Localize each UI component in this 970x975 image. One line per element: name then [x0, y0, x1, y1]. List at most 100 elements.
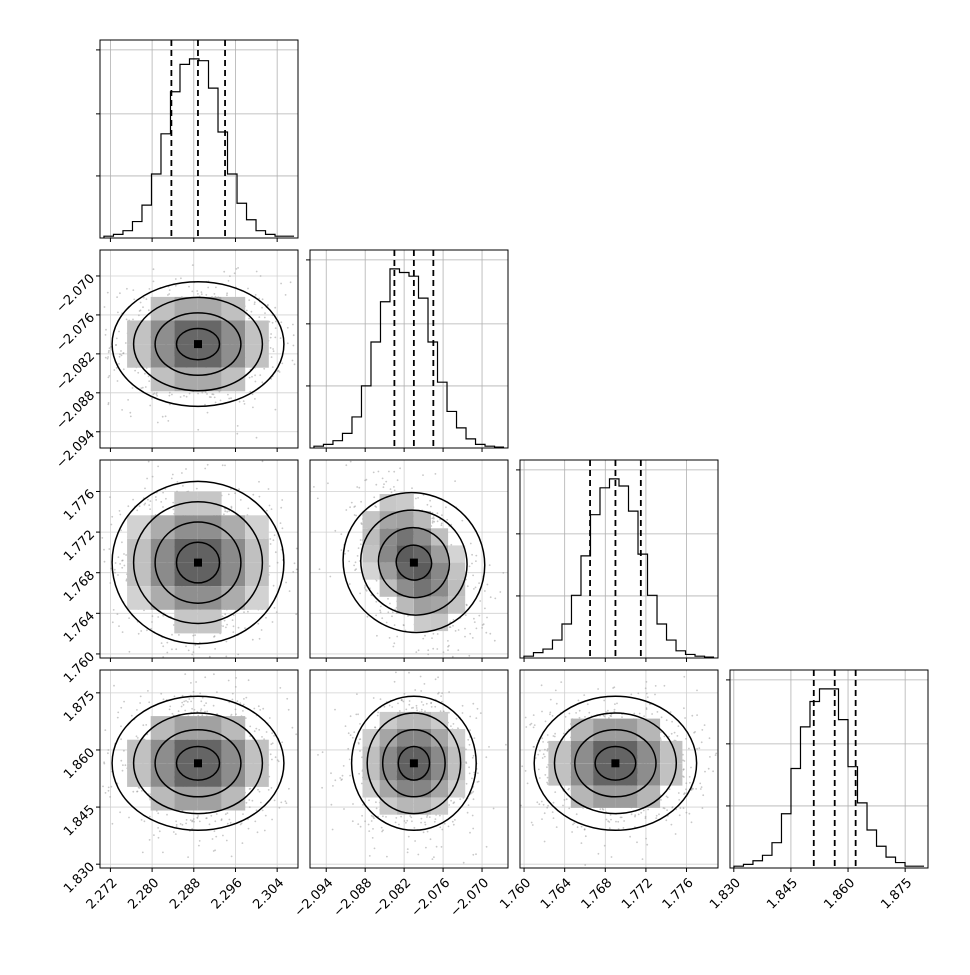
- scatter-point: [147, 499, 149, 501]
- scatter-point: [278, 761, 280, 763]
- scatter-point: [433, 516, 435, 518]
- panel-frame-0-0: [100, 40, 298, 238]
- scatter-point: [271, 819, 273, 821]
- panel-1-1: [306, 250, 508, 452]
- scatter-point: [255, 728, 257, 730]
- scatter-point: [435, 678, 437, 680]
- scatter-point: [613, 711, 615, 713]
- scatter-point: [380, 611, 382, 613]
- scatter-point: [473, 588, 475, 590]
- scatter-point: [104, 306, 106, 308]
- scatter-point: [475, 853, 477, 855]
- scatter-point: [342, 775, 344, 777]
- scatter-point: [186, 819, 188, 821]
- scatter-point: [274, 307, 276, 309]
- scatter-point: [377, 712, 379, 714]
- scatter-point: [375, 615, 377, 617]
- scatter-point: [249, 806, 251, 808]
- scatter-point: [274, 534, 276, 536]
- scatter-point: [441, 829, 443, 831]
- scatter-point: [142, 852, 144, 854]
- scatter-point: [345, 725, 347, 727]
- scatter-point: [623, 820, 625, 822]
- scatter-point: [571, 831, 573, 833]
- scatter-point: [163, 698, 165, 700]
- scatter-point: [129, 651, 131, 653]
- scatter-point: [149, 288, 151, 290]
- scatter-point: [232, 619, 234, 621]
- scatter-point: [165, 415, 167, 417]
- scatter-point: [199, 840, 201, 842]
- scatter-point: [472, 703, 474, 705]
- scatter-point: [193, 698, 195, 700]
- density-cell: [174, 716, 198, 740]
- scatter-point: [255, 294, 257, 296]
- density-cell: [245, 563, 269, 587]
- scatter-point: [227, 394, 229, 396]
- scatter-point: [119, 563, 121, 565]
- scatter-point: [269, 538, 271, 540]
- scatter-point: [349, 506, 351, 508]
- scatter-point: [473, 755, 475, 757]
- scatter-point: [174, 696, 176, 698]
- scatter-point: [211, 393, 213, 395]
- scatter-point: [329, 576, 331, 578]
- scatter-point: [140, 302, 142, 304]
- density-cell: [198, 787, 222, 811]
- scatter-point: [359, 723, 361, 725]
- scatter-point: [375, 801, 377, 803]
- scatter-point: [268, 789, 270, 791]
- scatter-point: [433, 518, 435, 520]
- scatter-point: [111, 516, 113, 518]
- scatter-point: [123, 352, 125, 354]
- scatter-point: [166, 814, 168, 816]
- scatter-point: [210, 815, 212, 817]
- scatter-point: [113, 685, 115, 687]
- scatter-point: [356, 693, 358, 695]
- scatter-point: [357, 713, 359, 715]
- scatter-point: [701, 786, 703, 788]
- scatter-point: [132, 319, 134, 321]
- scatter-point: [228, 680, 230, 682]
- scatter-point: [288, 709, 290, 711]
- scatter-point: [473, 798, 475, 800]
- scatter-point: [418, 649, 420, 651]
- scatter-point: [271, 356, 273, 358]
- scatter-point: [379, 610, 381, 612]
- scatter-point: [112, 823, 114, 825]
- scatter-point: [489, 564, 491, 566]
- scatter-point: [212, 838, 214, 840]
- scatter-point: [119, 510, 121, 512]
- panel-2-0: [96, 460, 298, 662]
- density-cell: [222, 297, 246, 321]
- scatter-point: [319, 568, 321, 570]
- scatter-point: [157, 827, 159, 829]
- scatter-point: [349, 583, 351, 585]
- scatter-point: [262, 298, 264, 300]
- scatter-point: [360, 539, 362, 541]
- scatter-point: [485, 632, 487, 634]
- scatter-point: [252, 407, 254, 409]
- scatter-point: [411, 820, 413, 822]
- scatter-point: [177, 481, 179, 483]
- scatter-point: [117, 312, 119, 314]
- scatter-point: [348, 732, 350, 734]
- scatter-point: [207, 464, 209, 466]
- scatter-point: [448, 826, 450, 828]
- scatter-point: [368, 830, 370, 832]
- scatter-point: [296, 548, 298, 550]
- scatter-point: [259, 791, 261, 793]
- scatter-point: [224, 510, 226, 512]
- scatter-point: [266, 510, 268, 512]
- scatter-point: [123, 701, 125, 703]
- scatter-point: [691, 821, 693, 823]
- scatter-point: [270, 337, 272, 339]
- scatter-point: [171, 634, 173, 636]
- scatter-point: [169, 395, 171, 397]
- scatter-point: [272, 366, 274, 368]
- scatter-point: [353, 731, 355, 733]
- scatter-point: [646, 693, 648, 695]
- scatter-point: [259, 496, 261, 498]
- scatter-point: [349, 759, 351, 761]
- density-cell: [222, 344, 246, 368]
